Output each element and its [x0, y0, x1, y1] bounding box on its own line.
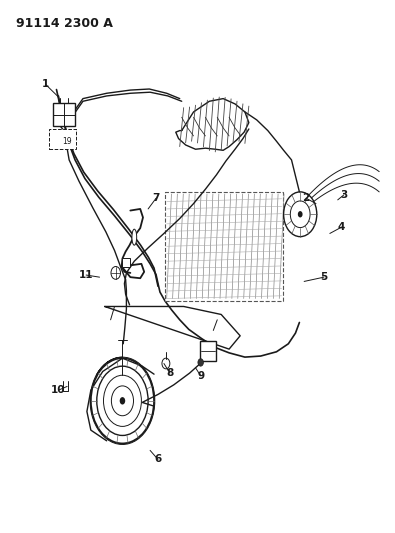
Circle shape	[298, 211, 303, 217]
FancyBboxPatch shape	[200, 341, 216, 361]
Text: 2: 2	[303, 193, 310, 203]
Text: 11: 11	[79, 270, 93, 280]
Circle shape	[198, 359, 203, 366]
Text: 91114 2300 A: 91114 2300 A	[16, 17, 113, 30]
Ellipse shape	[132, 229, 137, 245]
Text: 19: 19	[62, 137, 72, 146]
Text: 6: 6	[154, 455, 162, 464]
Text: 7: 7	[152, 193, 160, 203]
Text: 9: 9	[197, 371, 204, 381]
Bar	[53, 103, 75, 126]
Text: 3: 3	[340, 190, 347, 200]
Text: 10: 10	[51, 385, 66, 395]
Circle shape	[120, 397, 125, 405]
Text: 4: 4	[338, 222, 345, 232]
Text: 1: 1	[42, 79, 49, 89]
Text: 5: 5	[320, 272, 327, 282]
Text: 8: 8	[166, 368, 173, 378]
Bar	[122, 258, 130, 266]
FancyBboxPatch shape	[165, 192, 283, 301]
Bar	[49, 129, 76, 149]
